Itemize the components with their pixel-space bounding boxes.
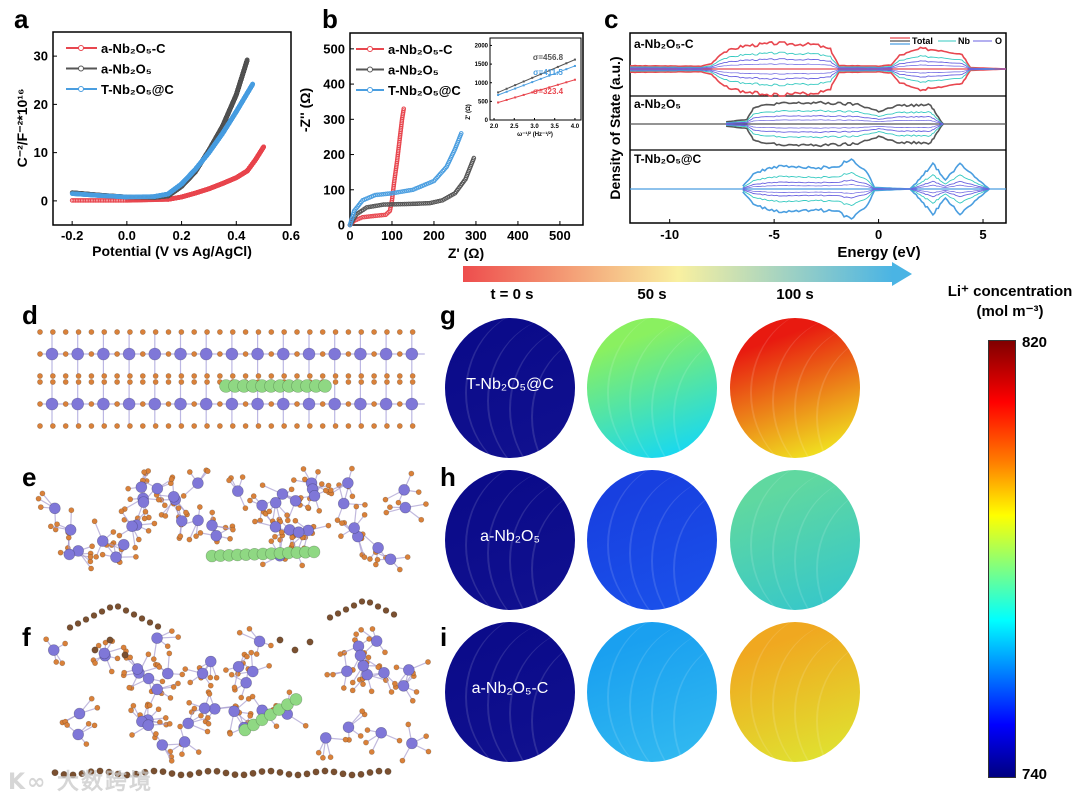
- y-tick-label: 0: [41, 193, 48, 208]
- legend-label: a-Nb₂O₅-C: [101, 41, 166, 56]
- panel-label-a: a: [14, 4, 29, 34]
- y-tick-label: 20: [34, 97, 48, 112]
- x-tick-label: 0.0: [118, 228, 136, 243]
- legend-marker: [78, 45, 84, 51]
- x-tick-label: 0.6: [282, 228, 300, 243]
- x-axis-title: Potential (V vs Ag/AgCl): [92, 243, 252, 259]
- x-tick-label: 0.4: [227, 228, 246, 243]
- plot-frame: [52, 31, 292, 226]
- y-axis-title: C⁻²/F⁻²*10¹⁶: [14, 89, 30, 168]
- x-tick-label: 0.2: [173, 228, 191, 243]
- y-tick-label: 10: [34, 145, 48, 160]
- x-tick-label: -0.2: [61, 228, 83, 243]
- chart-a: -0.2 0.0 0.2 0.4 0.6 0 10 20 30 Potential (V vs A…: [14, 31, 300, 259]
- y-tick-label: 30: [34, 49, 48, 64]
